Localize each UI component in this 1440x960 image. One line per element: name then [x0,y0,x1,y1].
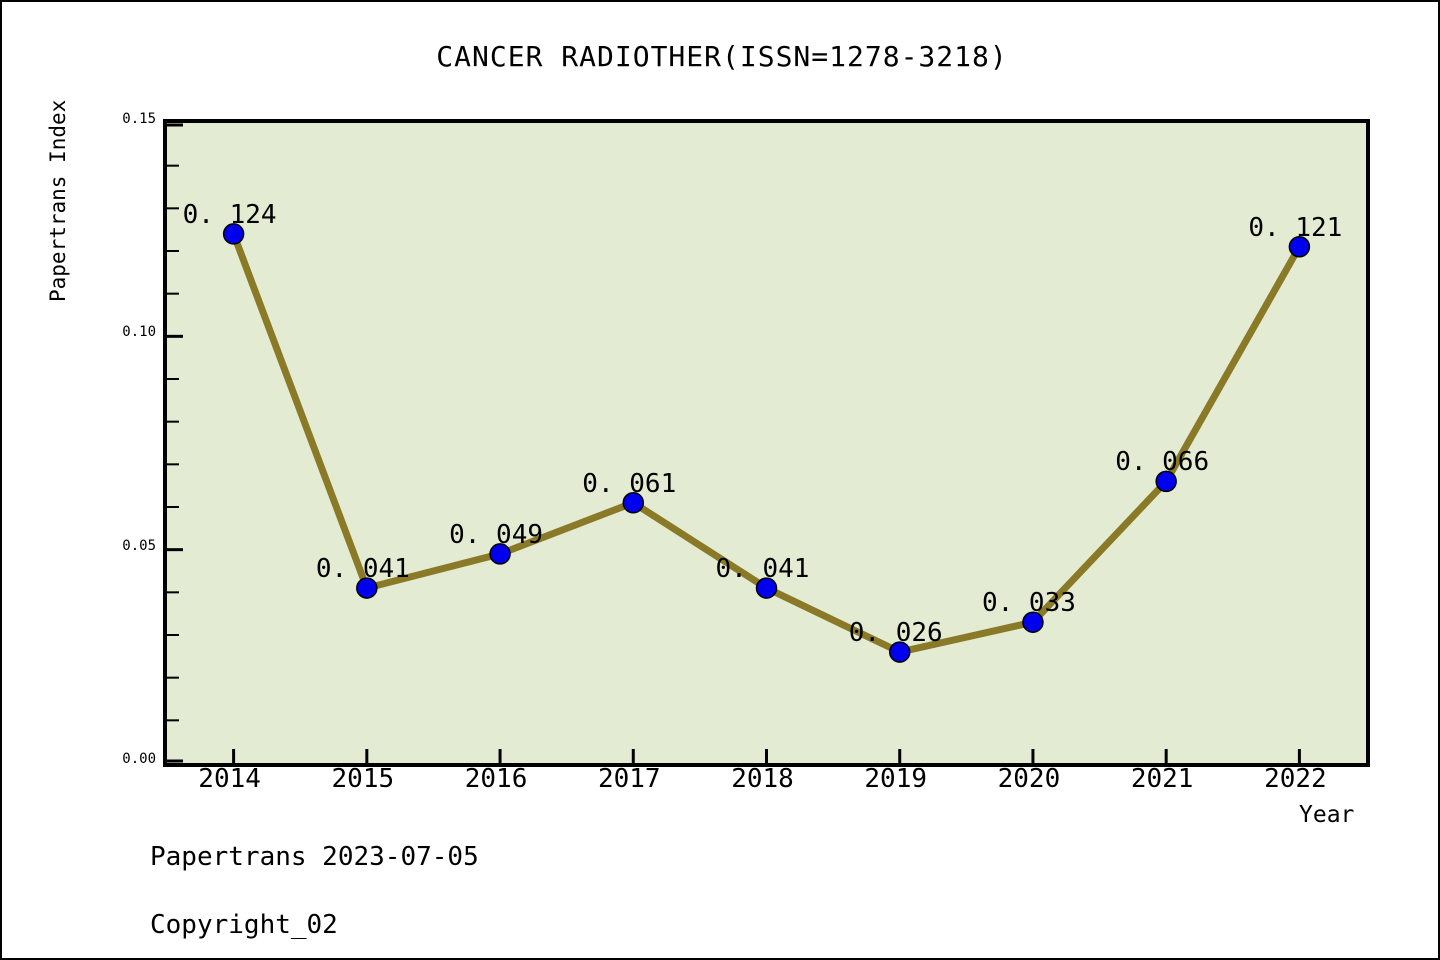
data-point-marker[interactable] [222,223,245,245]
y-axis-tick-label: 0.00 [122,751,156,767]
x-axis-tick-label: 2018 [731,764,794,794]
y-axis-tick-labels: 0.00 0.05 0.10 0.15 [94,2,156,958]
x-axis-tick-label: 2020 [997,764,1061,794]
x-axis-tick-label: 2021 [1130,764,1194,794]
x-axis-tick-label: 2019 [864,764,928,794]
x-axis-title: Year [1299,802,1355,828]
data-point-marker[interactable] [1022,611,1044,633]
chart-title: CANCER RADIOTHER(ISSN=1278-3218) [436,40,1008,73]
x-axis-tick-label: 2016 [464,764,528,794]
y-axis-tick-label: 0.10 [122,324,156,341]
data-point-marker[interactable] [1155,470,1177,493]
y-axis-tick-label: 0.05 [122,537,156,554]
plot-inner [167,123,1366,763]
x-axis-tick-label: 2017 [597,764,661,794]
x-axis-tick-labels: 2014 2015 2016 2017 2018 2019 2020 2021 2022 [2,764,1438,804]
footer-date: Papertrans 2023-07-05 [150,842,479,872]
data-point-marker[interactable] [755,577,778,599]
y-axis-tick-label: 0.15 [122,111,156,127]
data-point-marker[interactable] [1288,235,1311,258]
data-point-marker[interactable] [489,543,511,565]
data-point-marker[interactable] [622,491,645,514]
x-axis-tick-label: 2014 [198,764,261,794]
data-point-marker[interactable] [888,641,911,663]
line-chart-svg [167,123,1311,763]
plot-area [163,119,1370,767]
data-point-marker[interactable] [356,577,378,599]
footer-copyright: Copyright_02 [150,910,338,940]
x-axis-tick-label: 2015 [331,764,395,794]
x-axis-tick-label: 2022 [1264,764,1327,794]
y-axis-title: Papertrans Index [46,99,70,302]
